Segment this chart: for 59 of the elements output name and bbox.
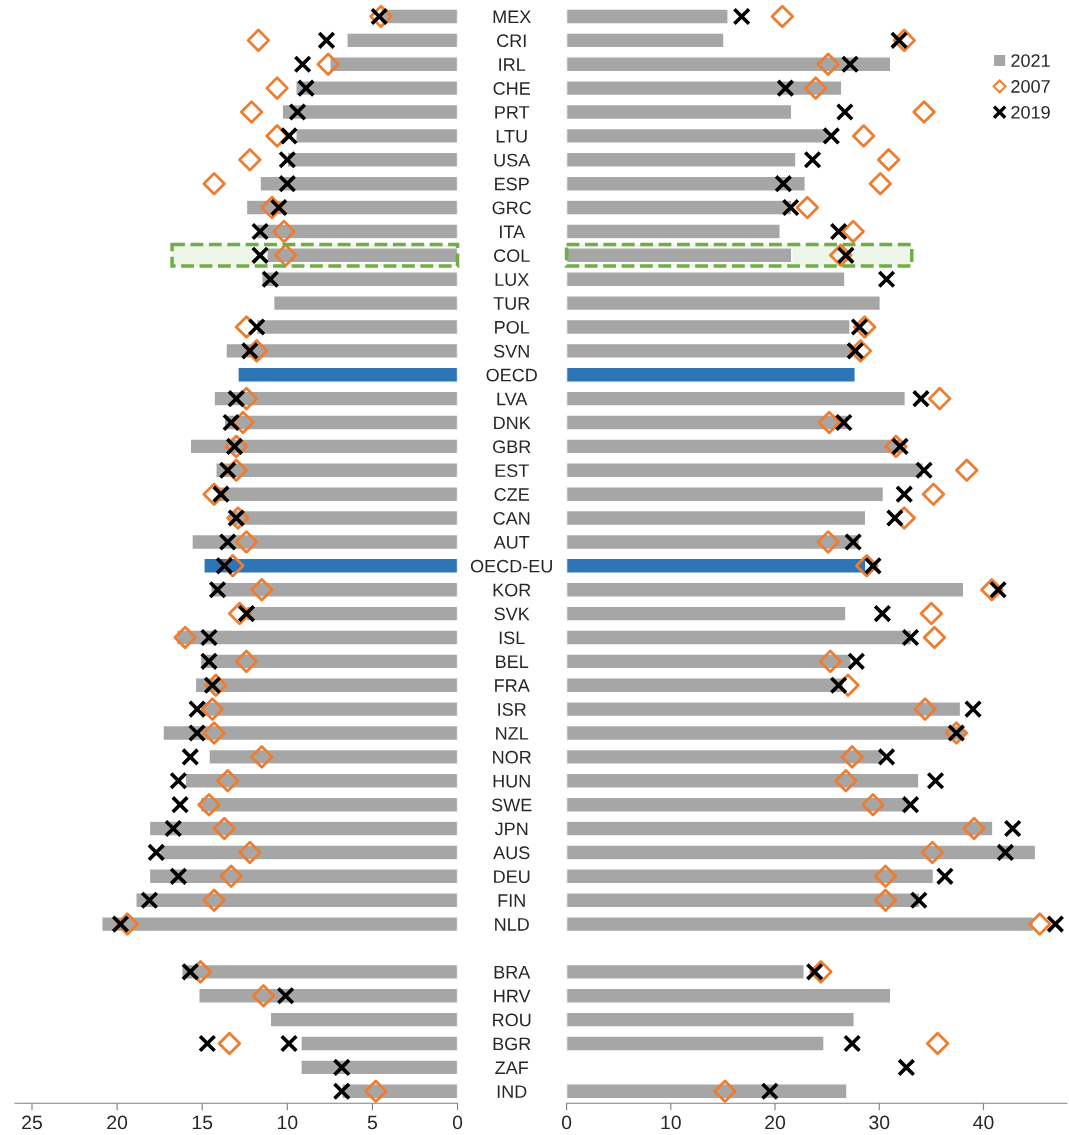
y-tick-label: ESP (495, 177, 529, 191)
y-tick-label: SWE (491, 798, 532, 812)
y-tick-label: EST (495, 464, 529, 477)
legend-label: 2019 (1011, 105, 1050, 119)
y-tick-label: MEX (493, 10, 531, 24)
y-tick-label: KOR (493, 583, 531, 597)
y-tick-label: DNK (494, 416, 531, 430)
y-tick-label: ITA (500, 225, 526, 238)
x-tick-label: 5 (367, 1115, 378, 1130)
y-tick-label: FIN (498, 894, 525, 907)
y-tick-label: ISL (499, 631, 525, 645)
y-tick-label: PRT (495, 106, 530, 119)
y-tick-label: USA (494, 153, 531, 167)
x-tick-label: 10 (277, 1115, 298, 1130)
y-tick-label: BRA (494, 965, 531, 979)
legend-label: 2007 (1011, 80, 1050, 93)
y-tick-label: FRA (495, 679, 530, 692)
x-tick-label: 20 (765, 1115, 786, 1130)
y-tick-label: JPN (494, 822, 528, 836)
y-tick-label: TUR (493, 297, 530, 310)
x-tick-label: 30 (869, 1115, 890, 1130)
y-tick-label: HUN (493, 774, 530, 788)
y-tick-label: LTU (496, 130, 527, 143)
legend-label: 2021 (1011, 54, 1050, 68)
y-tick-label: CAN (493, 511, 530, 525)
y-tick-label: CHE (493, 82, 530, 95)
x-tick-label: 0 (452, 1115, 463, 1130)
y-tick-label: OECD-EU (470, 559, 552, 573)
y-tick-label: ROU (493, 1013, 531, 1027)
x-tick-label: 0 (561, 1115, 572, 1130)
y-tick-label: AUT (493, 536, 530, 549)
y-tick-label: LUX (495, 273, 529, 286)
y-tick-label: DEU (494, 870, 530, 884)
y-tick-label: OECD (486, 368, 537, 382)
y-tick-label: COL (494, 249, 530, 263)
y-tick-label: CZE (494, 488, 529, 501)
y-tick-label: ISR (498, 703, 526, 716)
y-tick-label: SVN (493, 344, 529, 358)
x-tick-label: 40 (973, 1115, 994, 1130)
y-tick-label: NZL (496, 727, 529, 740)
y-tick-label: POL (495, 320, 530, 334)
y-tick-label: AUS (493, 846, 530, 860)
y-tick-label: LVA (497, 392, 528, 406)
y-tick-label: IRL (499, 58, 526, 71)
y-tick-label: CRI (497, 34, 526, 48)
x-tick-label: 10 (661, 1115, 681, 1130)
x-tick-label: 20 (107, 1115, 128, 1130)
x-tick-label: 25 (22, 1115, 42, 1130)
y-tick-label: GBR (493, 440, 531, 454)
y-tick-label: BGR (493, 1037, 531, 1051)
y-tick-label: NLD (495, 918, 529, 931)
x-tick-label: 15 (192, 1115, 213, 1130)
y-tick-label: BEL (496, 655, 529, 668)
y-tick-label: IND (497, 1085, 527, 1098)
y-tick-label: SVK (494, 607, 530, 621)
y-tick-label: ZAF (495, 1061, 529, 1074)
y-tick-label: GRC (492, 201, 532, 215)
y-tick-label: HRV (494, 989, 531, 1003)
y-tick-label: NOR (493, 750, 531, 764)
